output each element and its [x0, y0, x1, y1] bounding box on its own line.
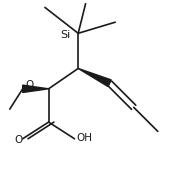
Text: OH: OH	[77, 133, 93, 143]
Text: O: O	[14, 135, 22, 145]
Text: O: O	[25, 80, 33, 90]
Polygon shape	[23, 85, 49, 92]
Polygon shape	[78, 68, 111, 87]
Text: Si: Si	[60, 30, 70, 40]
